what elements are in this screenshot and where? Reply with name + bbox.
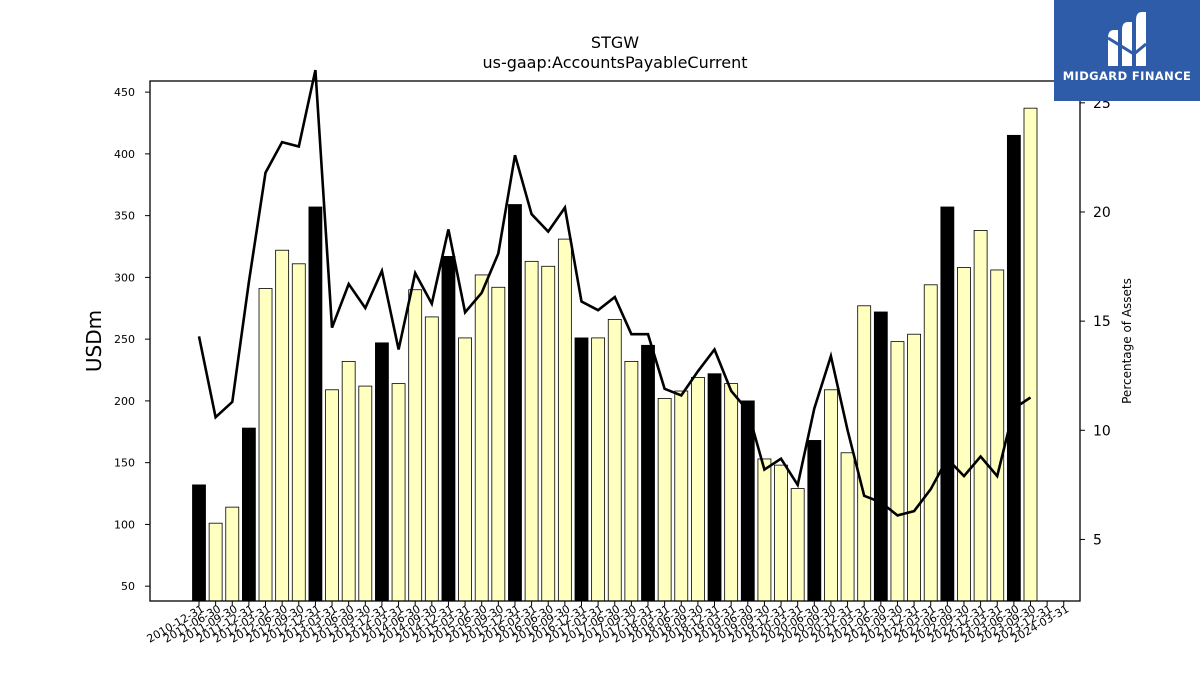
bar [707,373,722,602]
bar [957,267,971,602]
bar [491,286,506,602]
bar [790,488,805,602]
y-tick-label: 50 [121,580,135,593]
y-tick-label: 400 [114,148,135,161]
y-tick-label: 250 [114,333,135,346]
bar [807,440,822,602]
bar [890,341,905,602]
bar [724,383,739,602]
y2-tick-label: 20 [1093,205,1111,221]
bar [641,344,655,602]
logo-text: MIDGARD FINANCE [1062,69,1192,83]
bar [408,289,423,602]
bar [524,260,539,602]
bar [441,255,456,602]
bar [1006,134,1021,602]
bar [907,333,921,602]
bar [192,484,206,602]
y2-axis-label: Percentage of Assets [1120,278,1134,404]
bar [557,238,572,602]
bar [674,390,689,602]
bar [341,360,356,602]
bar [508,204,522,602]
bar [308,206,323,602]
y-tick-label: 300 [114,271,135,284]
bar [225,506,240,602]
bar [990,269,1005,602]
bar [591,337,606,602]
bar [275,249,290,602]
chart-subtitle: us-gaap:AccountsPayableCurrent [482,53,748,72]
chart-title: STGW [590,33,640,52]
y-tick-label: 200 [114,395,135,408]
bar [541,265,556,602]
bar [757,458,772,602]
bar [824,389,838,602]
bar [208,522,223,602]
bar [375,342,389,602]
y-tick-label: 350 [114,210,135,223]
y-tick-label: 450 [114,86,135,99]
bar [391,383,406,602]
bar [1023,107,1038,602]
y2-tick-label: 10 [1093,423,1111,439]
bar [940,206,955,602]
bar [358,385,373,602]
bar [840,452,855,602]
bar [258,288,273,602]
y2-tick-label: 5 [1093,532,1102,548]
percentage-line [197,69,1032,517]
bar [873,311,888,602]
bar [424,316,439,602]
bar [973,230,988,602]
y2-tick-label: 15 [1093,314,1111,330]
bar [325,389,339,602]
bar [774,464,788,602]
bar [923,284,938,602]
bar [657,398,672,602]
bar [624,360,639,602]
bar [458,337,472,602]
bar [474,274,489,602]
bar [291,263,306,602]
bar [857,305,872,602]
bar [607,318,622,602]
bar [691,377,705,602]
midgard-finance-logo: MIDGARD FINANCE [1054,0,1200,101]
y-tick-label: 100 [114,518,135,531]
bar [574,337,589,602]
y-axis-label: USDm [82,310,106,372]
logo-mark-icon [1107,12,1147,66]
y-tick-label: 150 [114,457,135,470]
bar [241,427,256,602]
